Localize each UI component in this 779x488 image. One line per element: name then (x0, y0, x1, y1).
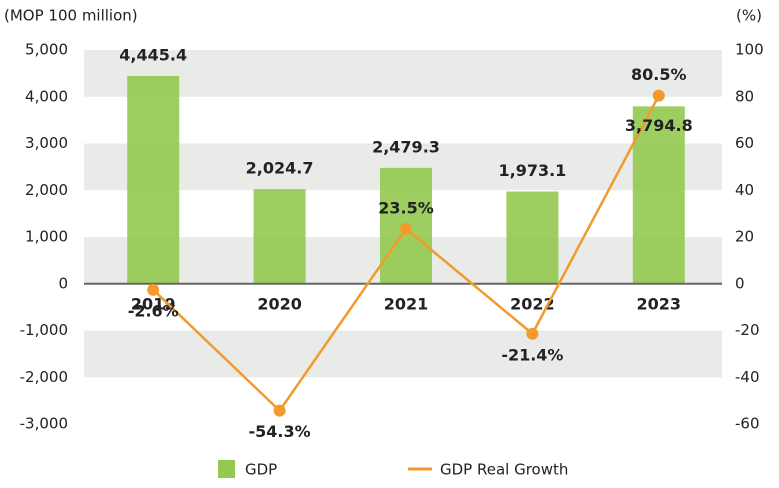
y-tick-label: -1,000 (20, 321, 68, 339)
bar (632, 106, 685, 284)
y-tick-label: 3,000 (25, 134, 68, 152)
y2-tick-label: 100 (735, 41, 764, 59)
y2-axis-label: (%) (736, 7, 762, 25)
growth-point (147, 283, 160, 296)
y-tick-label: 4,000 (25, 87, 68, 105)
bar (253, 189, 306, 284)
y-tick-label: 5,000 (25, 41, 68, 59)
grid-band (84, 50, 722, 97)
bar-label: 2,479.3 (372, 137, 440, 156)
y-tick-label: 0 (58, 274, 68, 292)
y2-tick-label: -20 (735, 321, 760, 339)
growth-label: 23.5% (378, 198, 434, 217)
y2-tick-label: 40 (735, 181, 754, 199)
growth-point (526, 327, 539, 340)
bar-label: 4,445.4 (119, 45, 187, 64)
y-tick-label: 1,000 (25, 228, 68, 246)
x-tick-label: 2023 (637, 294, 682, 313)
grid-band (84, 330, 722, 378)
growth-label: 80.5% (631, 65, 687, 84)
y2-tick-label: -60 (735, 415, 760, 433)
bar-label: 2,024.7 (246, 159, 314, 178)
legend-swatch (218, 460, 235, 478)
y-axis-label: (MOP 100 million) (4, 7, 138, 25)
legend-label: GDP Real Growth (440, 461, 568, 479)
y2-tick-label: 20 (735, 228, 754, 246)
bar-label: 1,973.1 (498, 161, 566, 180)
growth-point (273, 404, 286, 417)
y2-tick-label: 60 (735, 134, 754, 152)
y2-tick-label: -40 (735, 368, 760, 386)
growth-label: -2.6% (128, 301, 179, 320)
x-tick-label: 2020 (257, 294, 302, 313)
growth-label: -21.4% (501, 345, 563, 364)
bar (506, 191, 559, 284)
growth-label: -54.3% (249, 422, 311, 441)
legend-label: GDP (245, 461, 277, 479)
bar (127, 75, 180, 284)
y-tick-label: 2,000 (25, 181, 68, 199)
bar-label: 3,794.8 (625, 116, 693, 135)
y-tick-label: -3,000 (20, 415, 68, 433)
x-tick-label: 2022 (510, 294, 555, 313)
growth-point (652, 89, 665, 102)
y2-tick-label: 0 (735, 274, 745, 292)
y2-tick-label: 80 (735, 87, 754, 105)
y-tick-label: -2,000 (20, 368, 68, 386)
x-tick-label: 2021 (384, 294, 429, 313)
growth-point (400, 222, 412, 235)
